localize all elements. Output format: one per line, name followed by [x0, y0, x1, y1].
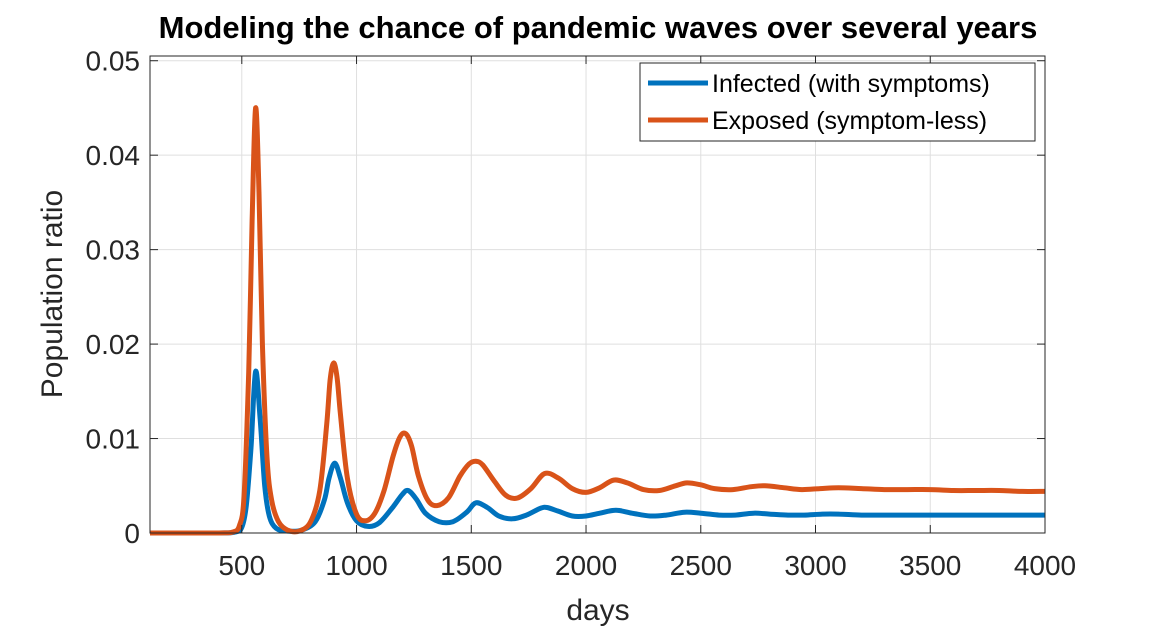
y-tick-labels: 0 0.01 0.02 0.03 0.04 0.05	[86, 46, 141, 549]
x-tick-label: 4000	[1014, 550, 1076, 581]
series-line-infected	[150, 368, 1045, 536]
legend: Infected (with symptoms) Exposed (sympto…	[639, 62, 1036, 142]
x-tick-label: 1000	[325, 550, 387, 581]
legend-label-infected: Infected (with symptoms)	[712, 70, 990, 98]
y-tick-label: 0.01	[86, 424, 141, 455]
series-layer	[150, 105, 1046, 536]
x-tick-label: 1500	[440, 550, 502, 581]
legend-box	[639, 62, 1036, 142]
y-tick-label: 0.02	[86, 329, 141, 360]
chart-title: Modeling the chance of pandemic waves ov…	[159, 10, 1038, 45]
tick-marks	[150, 56, 1046, 534]
x-tick-labels: 500 1000 1500 2000 2500 3000 3500 4000	[218, 550, 1076, 581]
y-tick-label: 0.05	[86, 46, 141, 77]
series-line-exposed	[150, 105, 1046, 536]
plot-frame	[149, 55, 1046, 534]
x-tick-label: 3000	[784, 550, 846, 581]
legend-label-exposed: Exposed (symptom-less)	[712, 107, 987, 135]
y-axis-label: Population ratio	[36, 190, 69, 398]
x-tick-label: 500	[218, 550, 265, 581]
y-tick-label: 0	[124, 518, 140, 549]
x-tick-label: 2500	[670, 550, 732, 581]
y-tick-label: 0.03	[86, 235, 141, 266]
x-tick-label: 2000	[555, 550, 617, 581]
y-tick-label: 0.04	[86, 140, 141, 171]
x-axis-label: days	[566, 594, 629, 627]
x-tick-label: 3500	[899, 550, 961, 581]
